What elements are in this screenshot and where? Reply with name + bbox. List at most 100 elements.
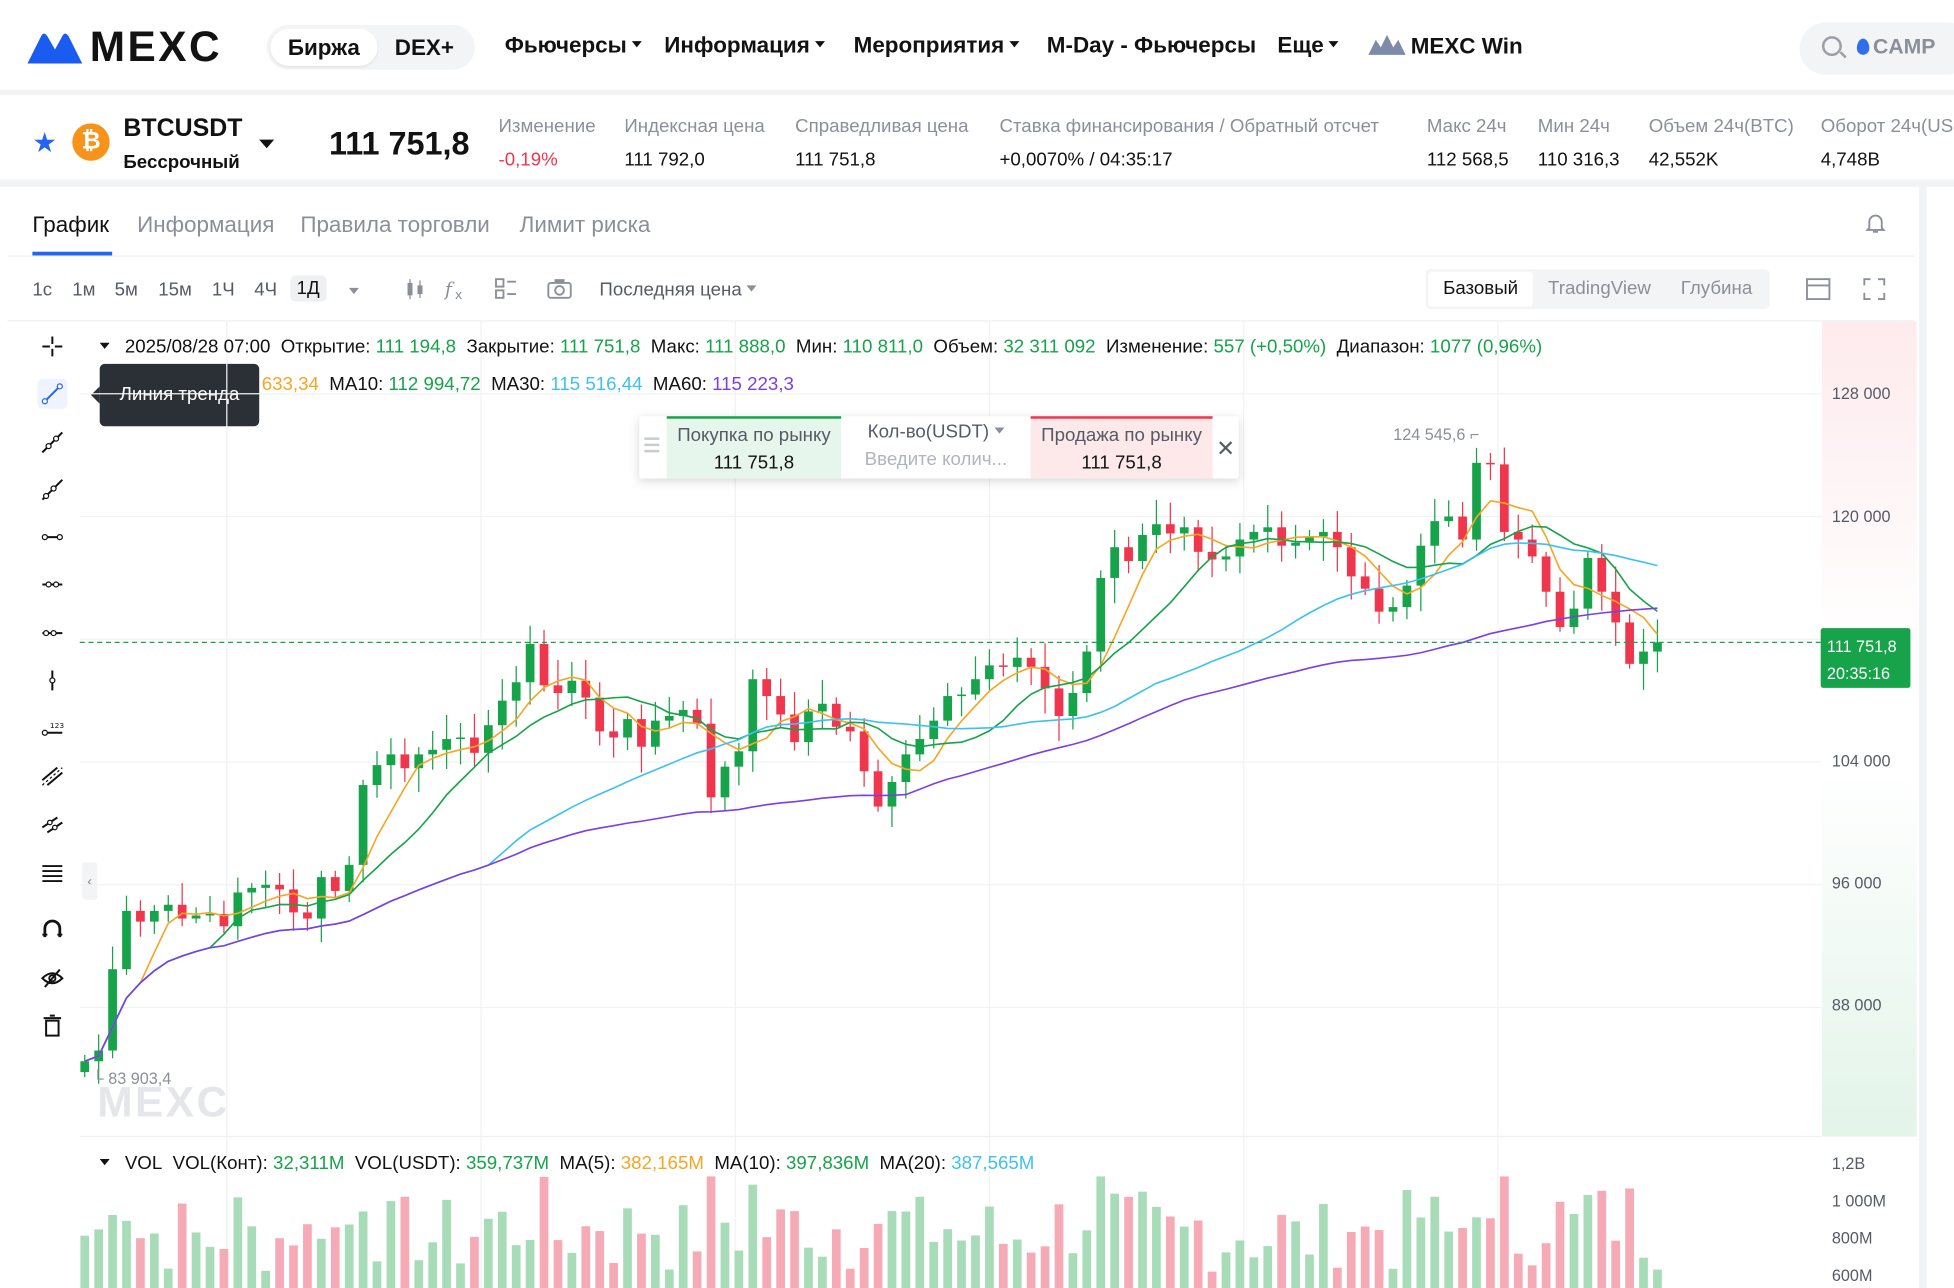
trendline-tool[interactable] xyxy=(37,378,68,409)
tab-trading-rules[interactable]: Правила торговли xyxy=(300,211,490,237)
delete-drawings-tool[interactable] xyxy=(37,1011,67,1041)
volume-bar xyxy=(651,1234,660,1288)
bell-icon[interactable] xyxy=(1864,212,1886,234)
market-sell-button[interactable]: Продажа по рынку 111 751,8 xyxy=(1030,416,1213,479)
view-basic[interactable]: Базовый xyxy=(1428,271,1534,307)
interval-1h[interactable]: 1Ч xyxy=(211,279,235,301)
price-line-icon: 123 xyxy=(41,721,64,736)
close-icon[interactable]: ✕ xyxy=(1216,436,1236,462)
tab-info[interactable]: Информация xyxy=(137,211,275,237)
fullscreen-icon[interactable] xyxy=(1862,277,1887,302)
price-chart[interactable] xyxy=(0,321,1822,1288)
price-type-select[interactable]: Последняя цена xyxy=(599,279,757,300)
interval-1d[interactable]: 1Д xyxy=(290,275,326,302)
volume-bar xyxy=(1346,1231,1356,1288)
volume-bar xyxy=(790,1211,799,1288)
crosshair-tool[interactable] xyxy=(37,331,67,361)
search-input[interactable]: CAMP xyxy=(1799,22,1954,75)
volume-bar xyxy=(1458,1227,1467,1288)
volume-bar xyxy=(1235,1240,1245,1288)
stat-funding-sep: / xyxy=(1219,115,1225,138)
candle-body xyxy=(1527,539,1537,557)
vol-usdt: 359,737M xyxy=(465,1152,550,1174)
view-tradingview[interactable]: TradingView xyxy=(1548,277,1651,300)
fibonacci-tool[interactable] xyxy=(37,859,67,889)
volume-bar xyxy=(1597,1190,1607,1288)
candle-body xyxy=(929,720,939,740)
volume-bar xyxy=(1179,1226,1189,1288)
candle-body xyxy=(804,711,813,743)
candle-body xyxy=(943,696,953,721)
extended-line-tool[interactable] xyxy=(37,475,67,505)
vertical-line-tool[interactable] xyxy=(37,665,67,695)
interval-1m[interactable]: 1м xyxy=(72,279,96,301)
candle-body xyxy=(734,751,744,767)
dex-tab[interactable]: DEX+ xyxy=(394,34,454,60)
collapse-toolbar-handle[interactable]: ‹ xyxy=(82,862,98,900)
candle-type-icon[interactable] xyxy=(403,277,428,302)
exchange-tab[interactable]: Биржа xyxy=(270,28,378,67)
volume-bar xyxy=(998,1243,1008,1288)
tab-chart[interactable]: График xyxy=(32,211,110,237)
price-line-tool[interactable]: 123 xyxy=(37,714,67,744)
view-depth[interactable]: Глубина xyxy=(1680,277,1753,300)
ohlc-open-label: Открытие: xyxy=(280,336,371,358)
volume-bar xyxy=(1332,1267,1342,1288)
ma5-value: 633,34 xyxy=(261,373,319,396)
candle-body xyxy=(1096,577,1106,652)
horizontal-line-tool[interactable] xyxy=(37,618,67,648)
nav-info[interactable]: Информация xyxy=(664,32,825,58)
volume-bar xyxy=(1472,1217,1481,1288)
price-axis[interactable] xyxy=(1821,321,1917,1137)
ohlc-open: 111 194,8 xyxy=(375,336,457,358)
candle-body xyxy=(553,685,563,694)
market-buy-button[interactable]: Покупка по рынку 111 751,8 xyxy=(666,416,842,479)
symbol-name[interactable]: BTCUSDT xyxy=(123,114,243,143)
volume-bar xyxy=(205,1246,215,1288)
favorite-star-icon[interactable]: ★ xyxy=(32,127,57,159)
candle-body xyxy=(108,969,117,1051)
magnet-tool[interactable] xyxy=(37,915,67,945)
price-channel-tool[interactable] xyxy=(37,810,67,840)
ray-tool[interactable] xyxy=(37,427,67,457)
drag-handle-icon[interactable] xyxy=(644,437,660,440)
layout-icon[interactable] xyxy=(493,277,518,302)
collapse-volume-icon[interactable] xyxy=(99,1158,110,1165)
market-sell-label: Продажа по рынку xyxy=(1041,424,1202,447)
parallel-channel-tool[interactable] xyxy=(37,761,67,791)
tab-risk-limit[interactable]: Лимит риска xyxy=(519,211,651,237)
order-book-panel-edge xyxy=(1919,186,1954,1288)
quantity-field[interactable]: Кол-во(USDT) Введите колич... xyxy=(849,421,1023,470)
interval-more-icon[interactable] xyxy=(348,287,359,295)
quantity-placeholder: Введите колич... xyxy=(864,448,1008,470)
interval-1s[interactable]: 1с xyxy=(32,279,53,301)
interval-5m[interactable]: 5м xyxy=(114,279,138,301)
search-tag-text: CAMP xyxy=(1873,34,1936,59)
candle-body xyxy=(1653,642,1662,652)
volume-bar xyxy=(609,1262,618,1288)
volume-bar xyxy=(94,1229,104,1288)
symbol-dropdown-icon[interactable] xyxy=(259,139,275,149)
nav-more[interactable]: Еще xyxy=(1277,32,1339,58)
market-switch: Биржа DEX+ xyxy=(266,24,476,70)
interval-4h[interactable]: 4Ч xyxy=(254,279,278,301)
horizontal-ray-tool[interactable] xyxy=(37,570,67,600)
mexc-logo[interactable]: MEXC xyxy=(27,23,222,70)
candle-body xyxy=(1430,521,1440,546)
ohlc-close: 111 751,8 xyxy=(559,336,641,358)
camera-icon[interactable] xyxy=(546,277,573,302)
nav-mday[interactable]: M-Day - Фьючерсы xyxy=(1047,32,1256,58)
horizontal-ray-icon xyxy=(42,581,63,588)
nav-mexc-win[interactable]: MEXC Win xyxy=(1368,32,1523,59)
indicators-icon[interactable]: f x xyxy=(444,277,469,302)
volume-bar xyxy=(191,1232,201,1288)
horizontal-segment-tool[interactable] xyxy=(37,522,67,552)
low-marker-value: 83 903,4 xyxy=(108,1069,172,1088)
volume-bar xyxy=(1096,1176,1106,1288)
interval-15m[interactable]: 15м xyxy=(158,279,192,301)
collapse-legend-icon[interactable] xyxy=(99,342,110,349)
nav-futures[interactable]: Фьючерсы xyxy=(505,32,642,58)
nav-events[interactable]: Мероприятия xyxy=(854,32,1020,58)
window-icon[interactable] xyxy=(1804,277,1831,302)
hide-drawings-tool[interactable] xyxy=(37,963,67,993)
